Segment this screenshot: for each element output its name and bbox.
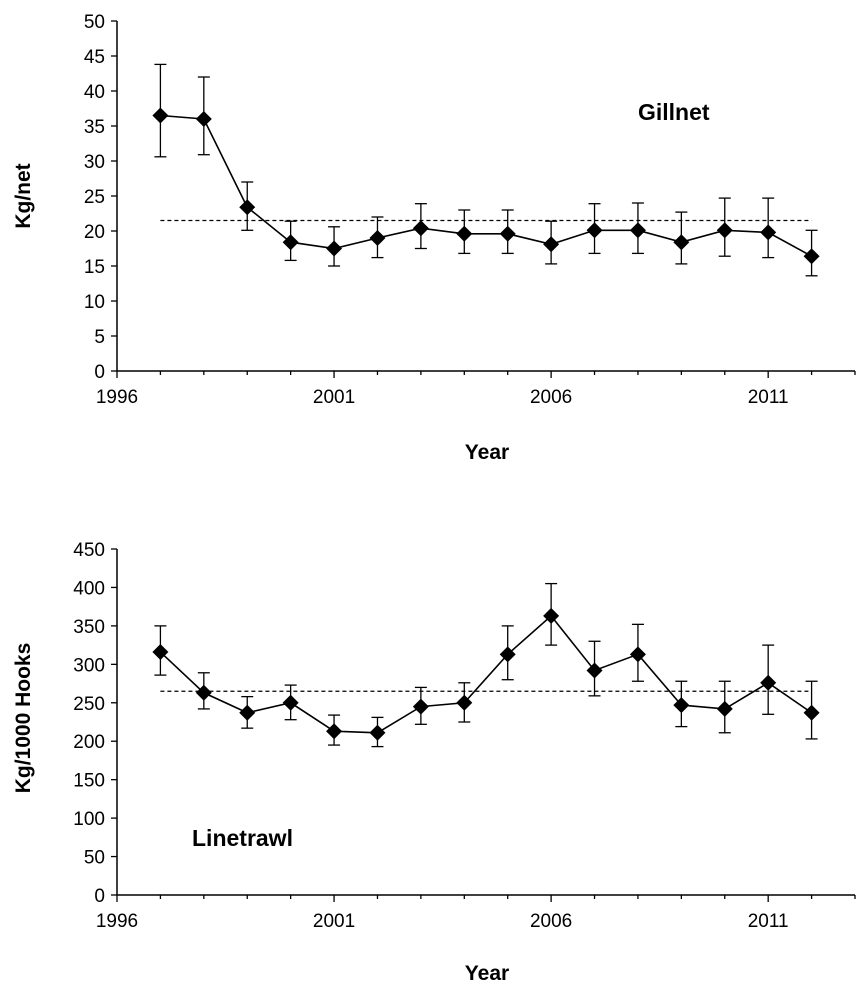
linetrawl-chart: 0 50 100 150 200 250 300 350 400 450 1996 2001 2006 2…: [12, 540, 856, 985]
gillnet-data-point: [586, 222, 603, 239]
gillnet-data-point: [195, 111, 212, 127]
gillnet-data-point: [369, 230, 386, 246]
gillnet-data-point: [326, 240, 343, 257]
gillnet-y-tick-label: 0: [94, 362, 105, 383]
linetrawl-data-point: [760, 674, 777, 691]
linetrawl-y-tick-label: 100: [73, 809, 105, 830]
linetrawl-panel-label: Linetrawl: [192, 825, 293, 851]
linetrawl-data-point: [456, 694, 473, 711]
gillnet-series-line-layer: [160, 114, 812, 257]
linetrawl-y-tick-label: 200: [73, 732, 105, 753]
gillnet-x-tick-label: 2011: [748, 387, 789, 408]
gillnet-y-axis-title: Kg/net: [12, 163, 35, 228]
linetrawl-x-tick-label: 1996: [96, 911, 138, 932]
linetrawl-axes: [111, 548, 856, 902]
linetrawl-data-point: [282, 694, 299, 711]
gillnet-y-tick-label: 50: [84, 12, 105, 33]
linetrawl-y-tick-label: 150: [73, 771, 105, 792]
gillnet-axes: [111, 20, 856, 378]
linetrawl-data-point: [586, 662, 603, 679]
linetrawl-y-tick-label: 400: [73, 578, 105, 599]
linetrawl-data-point: [499, 646, 516, 663]
gillnet-data-point: [629, 222, 646, 239]
linetrawl-x-tick-label: 2011: [748, 911, 789, 932]
gillnet-y-tick-label: 10: [84, 292, 105, 313]
gillnet-data-point: [499, 225, 516, 242]
gillnet-y-tick-label: 5: [94, 327, 105, 348]
gillnet-data-point: [456, 225, 473, 242]
gillnet-x-tick-label: 1996: [96, 387, 138, 408]
linetrawl-data-point: [803, 704, 820, 721]
gillnet-y-tick-label: 15: [84, 257, 105, 278]
gillnet-data-point: [282, 234, 299, 251]
linetrawl-y-tick-label: 250: [73, 694, 105, 715]
gillnet-points: [152, 107, 820, 265]
gillnet-y-tick-label: 35: [84, 117, 105, 138]
linetrawl-data-point: [716, 700, 733, 717]
gillnet-data-point: [239, 199, 256, 216]
gillnet-x-tick-label: 2006: [530, 387, 572, 408]
linetrawl-series-line-layer: [159, 614, 813, 734]
gillnet-data-point: [152, 107, 169, 124]
gillnet-data-point: [673, 234, 690, 251]
linetrawl-data-point: [412, 698, 429, 715]
linetrawl-data-point: [629, 646, 646, 663]
gillnet-chart: 0 5 10 15 20 25 30 35 40 45 50 1996 2001 2006 2011 Yea…: [12, 12, 856, 464]
linetrawl-series-line: [159, 614, 813, 734]
linetrawl-x-tick-label: 2001: [313, 911, 355, 932]
gillnet-y-tick-label: 45: [84, 47, 105, 68]
gillnet-data-point: [716, 222, 733, 239]
gillnet-tick-labels: 0 5 10 15 20 25 30 35 40 45 50 1996 2001 2006 2011: [84, 12, 789, 408]
gillnet-y-tick-label: 40: [84, 82, 105, 103]
linetrawl-data-point: [543, 607, 560, 624]
gillnet-error-bars: [154, 63, 818, 277]
linetrawl-data-point: [152, 644, 169, 661]
gillnet-x-tick-label: 2001: [313, 387, 355, 408]
linetrawl-y-tick-label: 0: [94, 886, 105, 907]
gillnet-y-tick-label: 30: [84, 152, 105, 173]
linetrawl-tick-labels: 0 50 100 150 200 250 300 350 400 450 1996 2001 2006 2…: [73, 540, 788, 932]
gillnet-data-point: [543, 236, 560, 253]
linetrawl-x-axis-title: Year: [465, 962, 509, 985]
linetrawl-y-tick-label: 50: [84, 848, 105, 869]
linetrawl-error-bars: [154, 582, 818, 748]
gillnet-data-point: [760, 224, 777, 241]
gillnet-x-axis-title: Year: [465, 441, 509, 464]
linetrawl-data-point: [673, 697, 690, 714]
linetrawl-data-point: [239, 704, 256, 721]
gillnet-data-point: [803, 248, 820, 265]
linetrawl-y-tick-label: 450: [73, 540, 105, 561]
gillnet-panel-label: Gillnet: [638, 99, 710, 125]
gillnet-y-tick-label: 25: [84, 187, 105, 208]
linetrawl-y-axis-title: Kg/1000 Hooks: [12, 643, 35, 794]
linetrawl-data-point: [195, 684, 212, 701]
gillnet-y-tick-label: 20: [84, 222, 105, 243]
linetrawl-data-point: [369, 724, 386, 741]
linetrawl-x-tick-label: 2006: [530, 911, 572, 932]
linetrawl-points: [152, 607, 820, 741]
linetrawl-y-tick-label: 300: [73, 655, 105, 676]
gillnet-data-point: [412, 220, 429, 237]
linetrawl-y-tick-label: 350: [73, 617, 105, 638]
gillnet-series-line: [160, 114, 812, 257]
linetrawl-data-point: [326, 723, 343, 740]
